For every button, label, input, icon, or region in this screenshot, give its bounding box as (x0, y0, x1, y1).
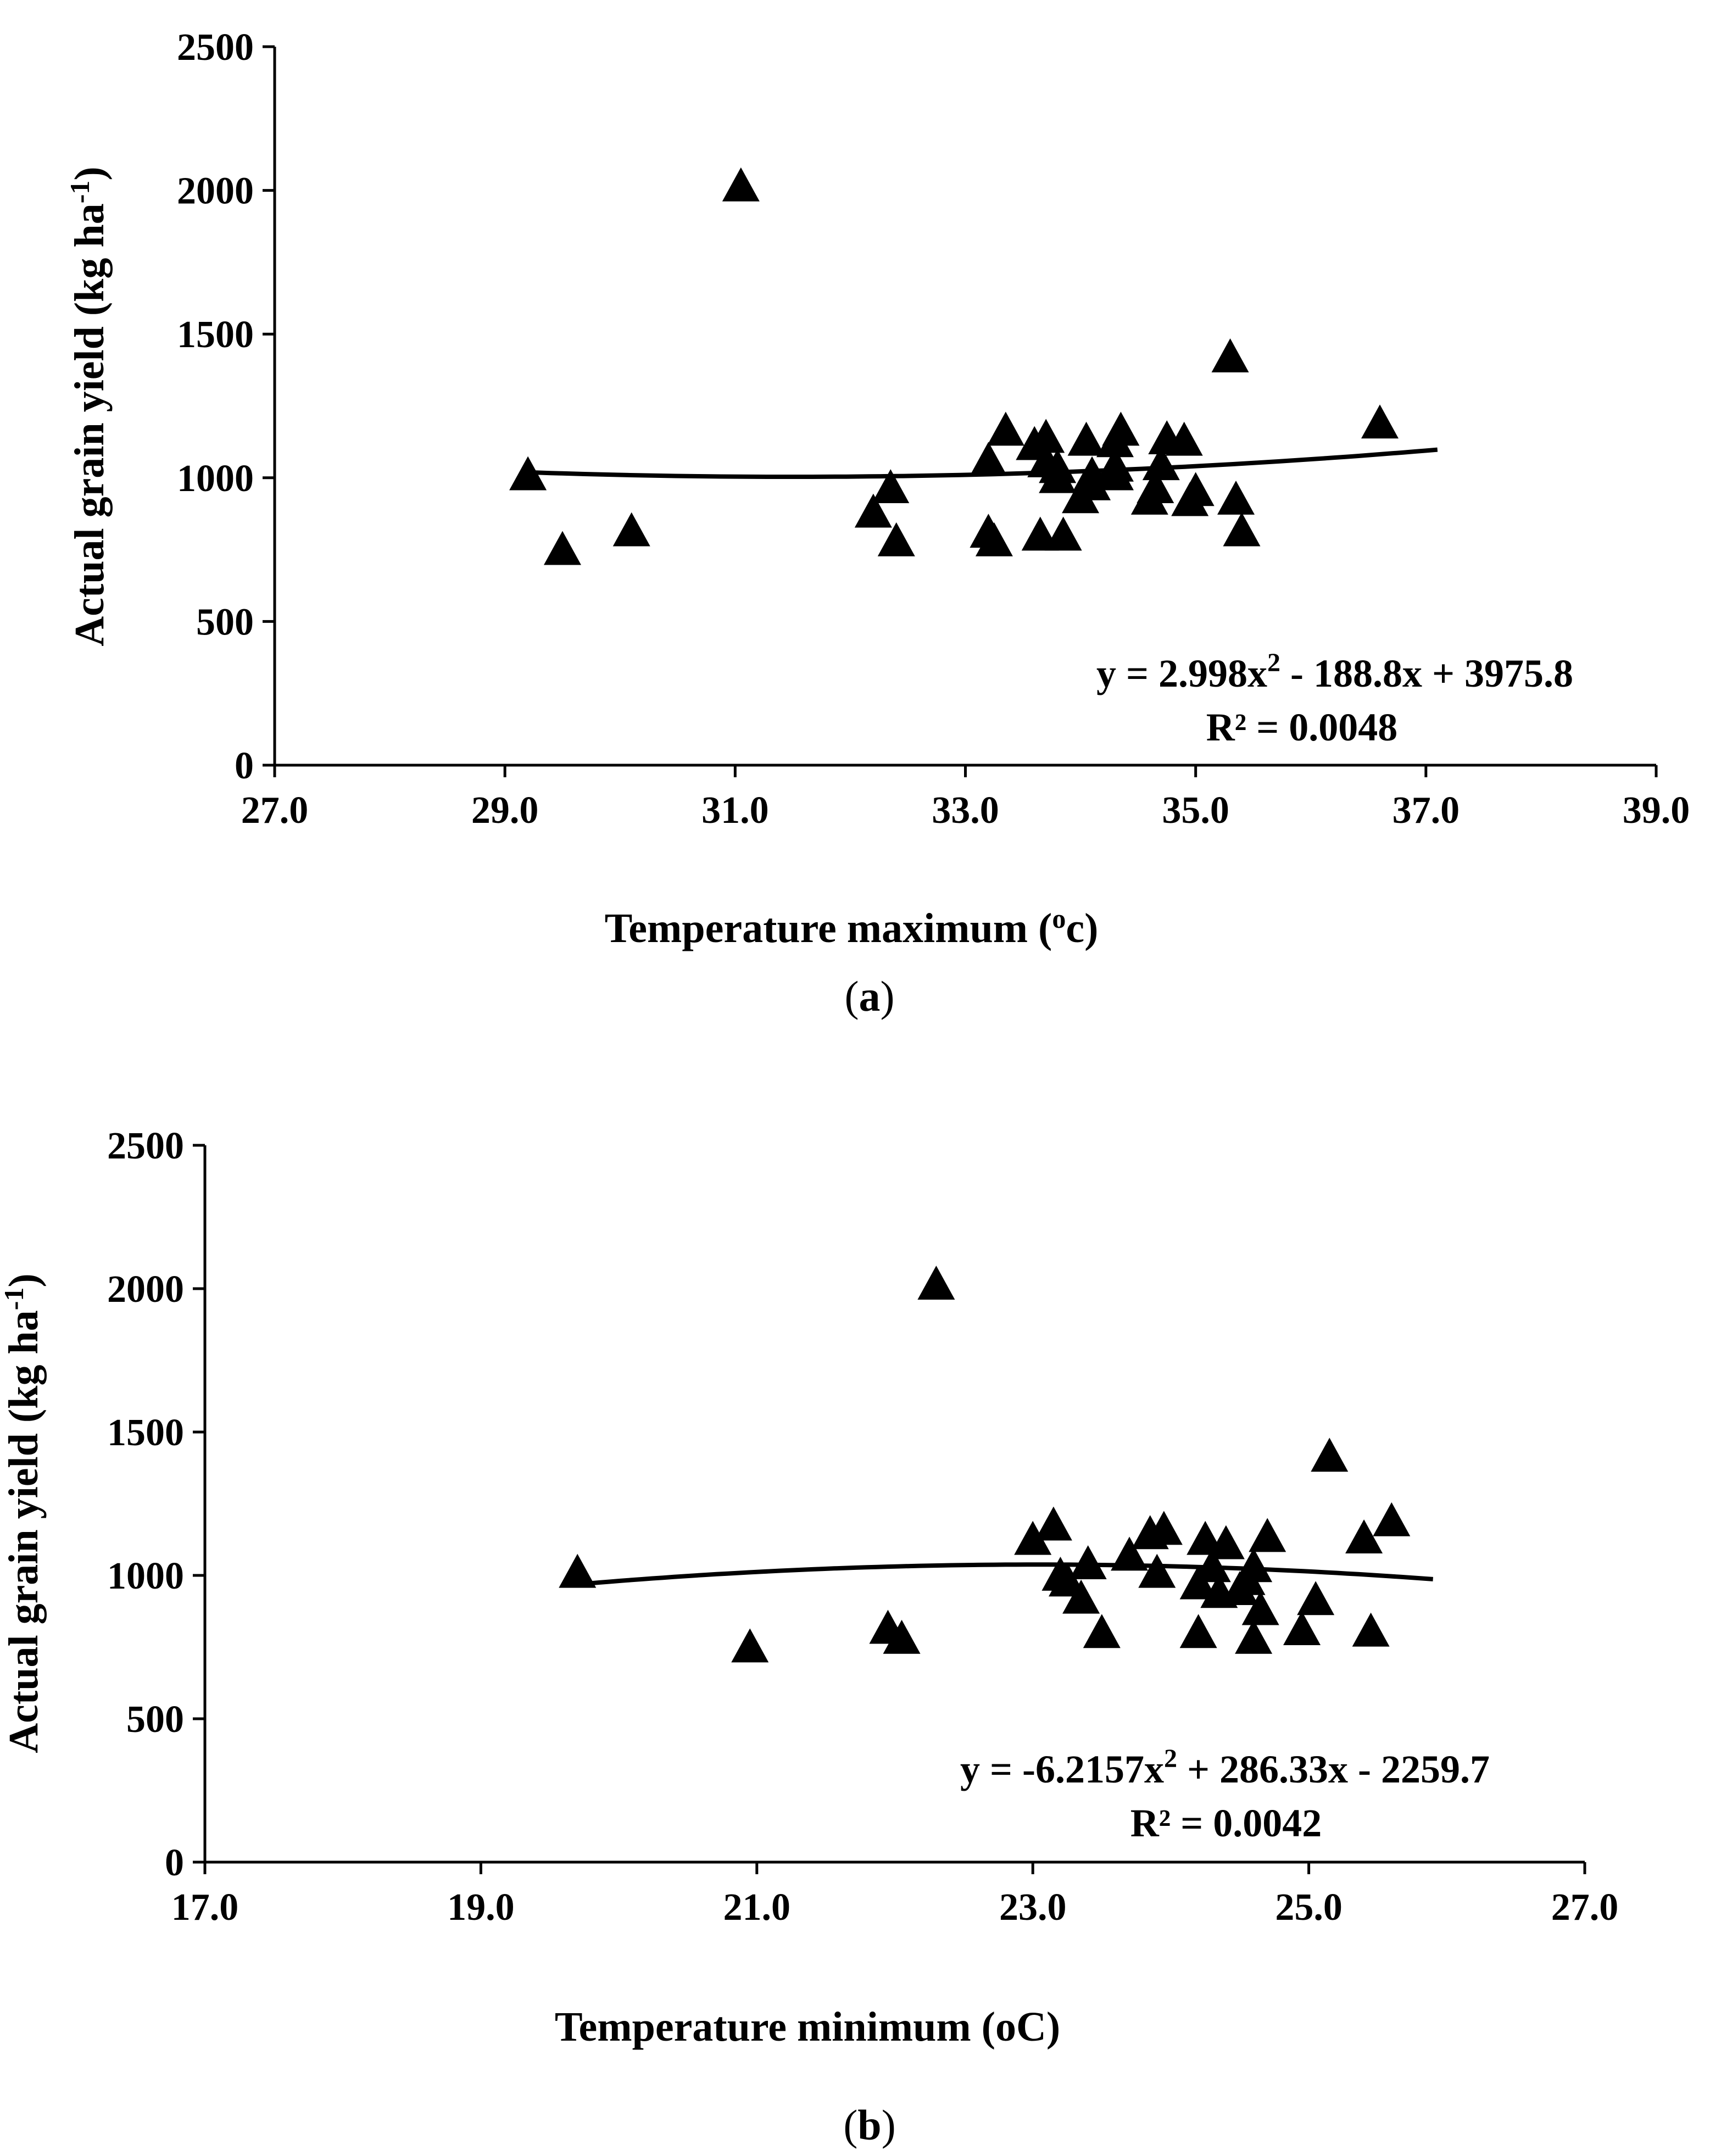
chart-b-data-point (1014, 1520, 1052, 1555)
chart-a-x-tick-label: 29.0 (471, 789, 539, 832)
chart-a-trendline (527, 447, 1438, 479)
chart-b-data-point (1207, 1525, 1245, 1559)
chart-b-data-point (1179, 1614, 1217, 1648)
chart-a-x-tick-label: 31.0 (701, 789, 769, 832)
chart-b-x-tick-label: 23.0 (999, 1886, 1067, 1929)
chart-b-data-point (1352, 1612, 1390, 1647)
chart-a-data-point (1177, 472, 1215, 506)
chart-a-x-axis-label: Temperature maximum (oc) (605, 903, 1099, 951)
chart-a-data-point (970, 442, 1007, 476)
chart-a-r2: R² = 0.0048 (1206, 705, 1398, 749)
chart-b-y-axis-label: Actual grain yield (kg ha-1) (0, 1273, 47, 1753)
chart-b-data-point (1311, 1438, 1349, 1472)
chart-b-data-point (1111, 1536, 1149, 1571)
chart-b-y-tick-label: 2500 (107, 1125, 184, 1167)
chart-a-equation: y = 2.998x2 - 188.8x + 3975.8 (1096, 648, 1573, 695)
chart-a-data-point (1142, 446, 1180, 481)
chart-b-x-tick-label: 21.0 (723, 1886, 791, 1929)
chart-b-data-point (1062, 1579, 1100, 1614)
chart-b-data-point (731, 1628, 769, 1663)
chart-b-trendline (577, 1562, 1433, 1587)
chart-a-y-tick-label: 0 (235, 745, 254, 787)
chart-b-data-point (1297, 1581, 1335, 1615)
chart-a-data-point (612, 512, 650, 547)
chart-b-data-point (1235, 1619, 1273, 1654)
chart-b-data-point (1235, 1548, 1273, 1583)
chart-b-data-point (1145, 1511, 1183, 1545)
chart-b-x-tick-label: 19.0 (447, 1886, 515, 1929)
chart-a-x-tick-label: 35.0 (1162, 789, 1229, 832)
chart-a-data-point (1165, 421, 1203, 456)
chart-b-x-tick-label: 27.0 (1551, 1886, 1619, 1929)
chart-b-equation: y = -6.2157x2 + 286.33x - 2259.7 (960, 1744, 1490, 1791)
chart-a-y-tick-label: 1000 (177, 458, 254, 500)
chart-a-y-tick-label: 2500 (177, 26, 254, 69)
chart-a-data-point (1211, 338, 1249, 372)
chart-a-data-point (872, 469, 910, 503)
chart-b-data-point (917, 1266, 955, 1300)
chart-b-x-ticks: 17.0 19.0 21.0 23.0 25.0 27.0 (171, 1862, 1619, 1929)
chart-b-data-point (1345, 1519, 1383, 1554)
chart-b-y-tick-label: 1500 (107, 1412, 184, 1454)
chart-a-data-point (975, 522, 1013, 556)
chart-a-data-point (1044, 516, 1082, 551)
chart-a-data-point (722, 167, 760, 202)
chart-b-x-tick-label: 17.0 (171, 1886, 239, 1929)
chart-a-y-tick-label: 500 (196, 601, 254, 643)
chart-a-y-ticks: 0 500 1000 1500 2000 2500 (177, 26, 275, 787)
chart-b-y-tick-label: 2000 (107, 1268, 184, 1311)
chart-b-data-point (1241, 1591, 1279, 1625)
chart-a-data-point (987, 411, 1024, 446)
chart-b-x-axis-label: Temperature minimum (oC) (555, 2004, 1060, 2050)
chart-a-data-point (1027, 419, 1065, 453)
chart-b-y-tick-label: 1000 (107, 1555, 184, 1597)
chart-b-r2: R² = 0.0042 (1130, 1801, 1322, 1845)
chart-a-data-point (1217, 481, 1255, 515)
chart-b-data-point (1069, 1545, 1107, 1579)
chart-b-y-ticks: 0 500 1000 1500 2000 2500 (107, 1125, 205, 1884)
chart-a-data-point (1067, 421, 1105, 456)
chart-b: 0 500 1000 1500 2000 2500 17.0 19.0 21.0 23.0 25.… (0, 1125, 1618, 2149)
chart-a-points (509, 167, 1399, 565)
chart-b-data-point (559, 1553, 597, 1588)
chart-b-points (559, 1266, 1411, 1663)
chart-a-x-tick-label: 27.0 (241, 789, 309, 832)
chart-a-data-point (1096, 456, 1134, 491)
chart-a-data-point (543, 531, 581, 565)
chart-a-y-tick-label: 2000 (177, 170, 254, 213)
chart-a-data-point (1137, 469, 1174, 503)
chart-b-data-point (883, 1619, 921, 1654)
chart-b-data-point (1138, 1553, 1176, 1588)
chart-b-data-point (1034, 1506, 1072, 1541)
chart-a-y-tick-label: 1500 (177, 314, 254, 356)
chart-b-y-tick-label: 0 (165, 1842, 184, 1884)
chart-b-data-point (1179, 1565, 1217, 1600)
chart-b-data-point (1193, 1548, 1231, 1583)
chart-a-panel-label: (a) (845, 972, 895, 1020)
chart-b-data-point (1249, 1518, 1286, 1552)
chart-a-data-point (877, 522, 915, 556)
chart-a-data-point (1102, 411, 1140, 446)
chart-a: 0 500 1000 1500 2000 2500 27.0 29.0 31.0 33.0 35.… (64, 26, 1690, 1020)
chart-a-x-tick-label: 37.0 (1392, 789, 1460, 832)
chart-a-data-point (1223, 512, 1261, 547)
chart-b-panel-label: (b) (843, 2101, 895, 2149)
chart-b-data-point (1283, 1611, 1321, 1646)
chart-a-data-point (854, 493, 892, 528)
chart-b-y-tick-label: 500 (126, 1698, 184, 1741)
chart-a-data-point (1361, 404, 1399, 439)
chart-a-y-axis-label: Actual grain yield (kg ha-1) (64, 166, 113, 646)
chart-a-x-tick-label: 33.0 (932, 789, 999, 832)
chart-b-data-point (1373, 1502, 1411, 1536)
chart-b-x-tick-label: 25.0 (1275, 1886, 1343, 1929)
chart-a-x-tick-label: 39.0 (1623, 789, 1690, 832)
chart-b-data-point (1083, 1614, 1121, 1648)
chart-a-x-ticks: 27.0 29.0 31.0 33.0 35.0 37.0 39.0 (241, 765, 1690, 832)
